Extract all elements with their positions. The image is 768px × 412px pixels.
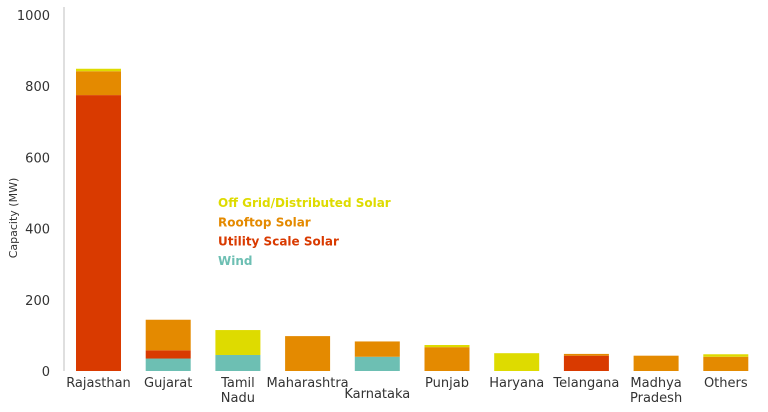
bar-segment-off-grid-distributed-solar [424,345,470,348]
axes: 0 200 400 600 800 1000 [17,7,65,380]
y-tick-label: 200 [25,294,50,309]
x-tick-label: Haryana [489,376,544,391]
bar-segment-utility-scale-solar [145,350,191,359]
legend-entry: Utility Scale Solar [218,235,339,249]
y-tick-label: 0 [42,365,50,380]
legend-entry: Wind [218,254,252,268]
legend: Off Grid/Distributed Solar Rooftop Solar U… [218,196,391,268]
y-tick-label: 400 [25,223,50,238]
y-tick-label: 800 [25,80,50,95]
x-tick-label: Pradesh [630,391,682,406]
x-tick-label: Rajasthan [66,376,131,391]
bars [76,68,749,371]
x-tick-label: Tamil [220,376,255,391]
bar-segment-off-grid-distributed-solar [215,330,261,355]
x-tick-label: Madhya [630,376,681,391]
bar-segment-off-grid-distributed-solar [703,354,749,357]
bar-segment-rooftop-solar [354,341,400,357]
bar-segment-rooftop-solar [563,353,609,356]
x-tick-label: Maharashtra [267,376,349,391]
y-axis-label: Capacity (MW) [7,178,20,259]
bar-segment-off-grid-distributed-solar [76,68,121,72]
bar-segment-rooftop-solar [633,355,679,371]
bar-segment-rooftop-solar [285,336,331,371]
bar-segment-wind [354,356,400,371]
bar-segment-rooftop-solar [145,319,191,351]
bar-segment-utility-scale-solar [563,355,609,371]
bar-segment-off-grid-distributed-solar [494,353,540,371]
x-tick-label: Punjab [425,376,469,391]
x-tick-label: Nadu [221,391,255,406]
bar-segment-wind [145,358,191,371]
bar-segment-rooftop-solar [703,356,749,371]
x-tick-label: Telangana [552,376,619,391]
bar-segment-rooftop-solar [424,347,470,371]
y-tick-label: 600 [25,151,50,166]
x-tick-label: Gujarat [144,376,192,391]
y-tick-label: 1000 [17,9,50,24]
bar-segment-utility-scale-solar [76,95,121,371]
x-tick-label: Others [704,376,748,391]
bar-segment-rooftop-solar [76,71,121,96]
x-tick-label: Karnataka [344,387,410,402]
bar-segment-wind [215,354,261,371]
legend-entry: Off Grid/Distributed Solar [218,196,391,210]
legend-entry: Rooftop Solar [218,215,311,229]
